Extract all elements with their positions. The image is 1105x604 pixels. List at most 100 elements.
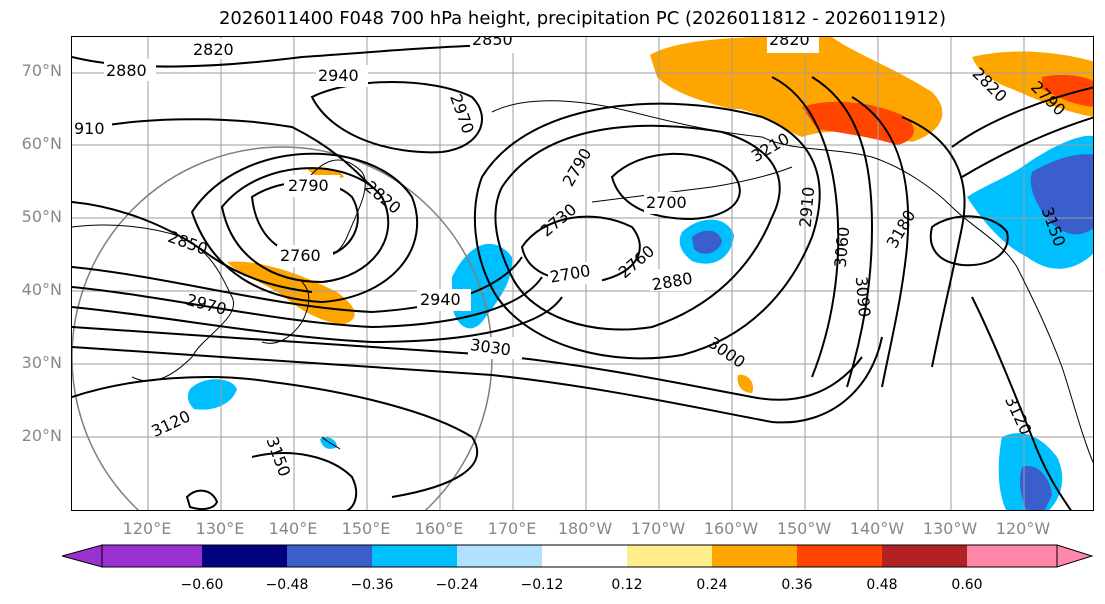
map-graticule <box>72 37 1093 510</box>
lon-label: 150°W <box>776 519 832 538</box>
contour-zonal-3 <box>72 296 563 344</box>
lon-label: 120°W <box>995 519 1051 538</box>
contour-label: 3180 <box>883 207 920 252</box>
contour-3060 <box>72 336 883 424</box>
contour-low-pacific-1 <box>520 215 641 284</box>
colorbar <box>62 544 1094 568</box>
colorbar-segment <box>542 545 627 567</box>
lat-label: 20°N <box>21 426 62 445</box>
contour-low-2 <box>220 167 390 284</box>
precip-bc-blue <box>1030 154 1093 235</box>
contour-label: 3090 <box>852 276 874 318</box>
colorbar-outline <box>101 544 1058 568</box>
contour-label: 2940 <box>420 290 461 309</box>
contour-label: 2790 <box>559 145 596 190</box>
precip-hawaii-lightblue <box>320 437 337 449</box>
lat-label: 30°N <box>21 353 62 372</box>
contour-label: 3000 <box>705 333 749 372</box>
coast-kamchatka <box>301 159 366 253</box>
contour-label: 2730 <box>537 200 580 241</box>
colorbar-tick-label: −0.48 <box>265 577 309 593</box>
map-title: 2026011400 F048 700 hPa height, precipit… <box>218 8 947 29</box>
precip-pacific-orange-small <box>737 374 754 393</box>
precip-pacific-blue <box>692 230 722 254</box>
colorbar-tick-label: 0.36 <box>781 577 813 593</box>
coast-aleutians <box>591 166 793 203</box>
contour-label: 2910 <box>796 186 818 228</box>
colorbar-segment <box>882 545 967 567</box>
contour-ridge-2 <box>811 76 874 388</box>
contour-low-3 <box>190 152 418 304</box>
contour-3120-east <box>971 296 1072 510</box>
colorbar-extend-min <box>62 544 103 568</box>
colorbar-segment <box>372 545 457 567</box>
contour-zonal-1 <box>72 256 523 314</box>
contour-label: 2790 <box>288 176 329 195</box>
contour-3150-south <box>251 452 358 510</box>
colorbar-segment <box>967 545 1057 567</box>
contour-zonal-2 <box>72 276 543 329</box>
lon-label: 140°E <box>268 519 318 538</box>
lat-label: 60°N <box>21 134 62 153</box>
contour-label: 2820 <box>361 177 404 218</box>
colorbar-segment <box>202 545 287 567</box>
contour-3030 <box>72 326 863 401</box>
contour-label: 2880 <box>106 61 147 80</box>
contour-label: 3150 <box>263 434 295 479</box>
lon-label: 120°E <box>122 519 172 538</box>
contour-ridge-4 <box>901 116 966 368</box>
contour-2850-west <box>72 201 313 293</box>
contour-trough-2 <box>473 102 821 360</box>
contour-label: 3120 <box>1001 393 1035 438</box>
lon-label: 180°W <box>557 519 613 538</box>
contour-label: 2820 <box>769 37 810 49</box>
coast-na-west <box>951 206 1093 464</box>
precip-taiwan-lightblue <box>187 379 237 410</box>
colorbar-tick-label: −0.60 <box>180 577 224 593</box>
precip-alaska-red <box>802 101 914 145</box>
lon-label: 170°E <box>487 519 537 538</box>
colorbar-tick-label: −0.36 <box>350 577 394 593</box>
contour-trough-1 <box>494 124 781 331</box>
colorbar-tick-label: −0.24 <box>435 577 479 593</box>
colorbar-segment <box>287 545 372 567</box>
lon-label: 160°E <box>414 519 464 538</box>
lon-label: 170°W <box>630 519 686 538</box>
contour-2940-low <box>310 81 483 154</box>
coast-asia <box>72 224 235 382</box>
colorbar-tick-label: 0.48 <box>866 577 898 593</box>
lat-label: 70°N <box>21 61 62 80</box>
precip-positive-shading <box>227 37 1093 393</box>
lon-label: 150°E <box>341 519 391 538</box>
contour-label: 2820 <box>193 40 234 59</box>
map-panel[interactable]: 2880 2820 2850 2820 2940 2970 910 2790 2… <box>71 36 1094 511</box>
lon-label: 130°W <box>922 519 978 538</box>
colorbar-tick-label: 0.24 <box>696 577 728 593</box>
contour-label-layer: 2880 2820 2850 2820 2940 2970 910 2790 2… <box>72 37 1069 479</box>
contour-label: 2850 <box>165 227 210 259</box>
contour-small-low <box>185 489 219 510</box>
contour-label: 3060 <box>831 226 853 268</box>
colorbar-segment <box>797 545 882 567</box>
contour-label: 3120 <box>148 406 193 440</box>
lat-label: 50°N <box>21 207 62 226</box>
precip-ne-red <box>1042 74 1093 107</box>
coast-alaska <box>491 100 953 208</box>
contour-label: 2700 <box>646 193 687 212</box>
colorbar-tick-label: −0.12 <box>520 577 564 593</box>
precip-ne-orange <box>972 51 1093 117</box>
colorbar-segment <box>712 545 797 567</box>
precip-japan-orange <box>227 261 355 325</box>
contour-3210 <box>951 86 1093 148</box>
lon-label: 130°E <box>195 519 245 538</box>
lon-label: 160°W <box>703 519 759 538</box>
contour-east-1 <box>961 116 1093 178</box>
lat-label: 40°N <box>21 280 62 299</box>
coast-hawaii <box>321 436 341 450</box>
contour-label: 2850 <box>472 37 513 49</box>
contour-label: 2940 <box>318 66 359 85</box>
map-canvas: 2880 2820 2850 2820 2940 2970 910 2790 2… <box>72 37 1093 510</box>
contour-ridge-3 <box>851 96 910 388</box>
coastlines <box>72 100 1093 464</box>
contour-ridge-1 <box>771 76 840 378</box>
